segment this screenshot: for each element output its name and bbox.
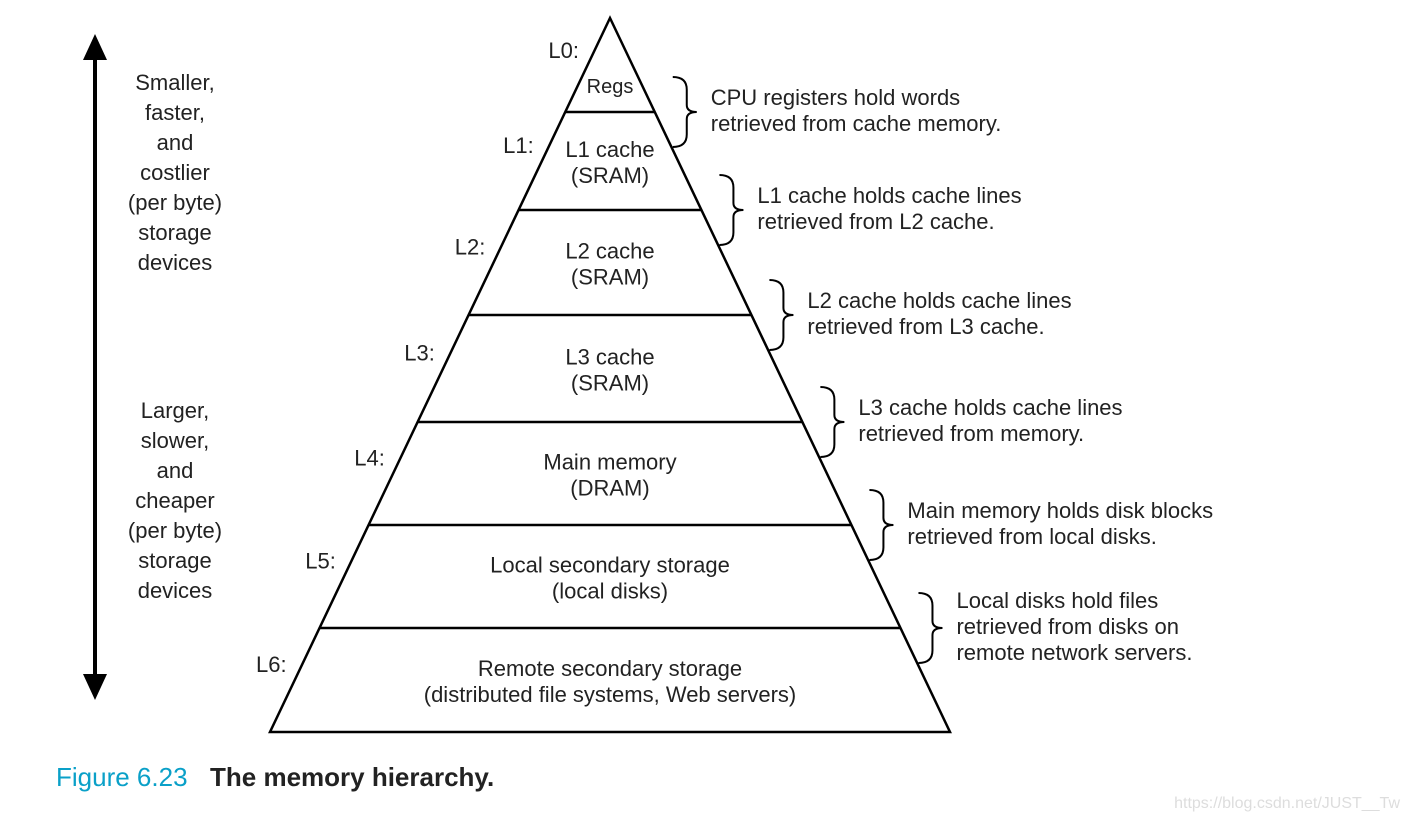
level-name-line1: L3 cache bbox=[565, 345, 654, 370]
side-arrow: Smaller, faster, and costlier (per byte) stor… bbox=[83, 34, 222, 700]
level-label: L5: bbox=[305, 549, 336, 574]
curly-brace-icon bbox=[820, 387, 844, 457]
level-label: L2: bbox=[455, 235, 486, 260]
pyramid-level-labels: L0: L1: L2: L3: L4: L5: L6: bbox=[256, 38, 579, 677]
level-description-line: retrieved from L3 cache. bbox=[807, 314, 1044, 339]
figure-number: Figure 6.23 bbox=[56, 762, 188, 792]
level-name-line1: Main memory bbox=[543, 450, 676, 475]
memory-hierarchy-diagram: L0:L1:L2:L3:L4:L5:L6: RegsL1 cache(SRAM)… bbox=[0, 0, 1408, 816]
level-name-line1: Local secondary storage bbox=[490, 553, 730, 578]
level-description-line: retrieved from disks on bbox=[956, 614, 1179, 639]
side-note-bottom-line: devices bbox=[138, 578, 213, 603]
level-description-line: Local disks hold files bbox=[956, 588, 1158, 613]
level-label: L0: bbox=[548, 38, 579, 63]
curly-brace-icon bbox=[719, 175, 743, 245]
level-name-line2: (distributed file systems, Web servers) bbox=[424, 682, 796, 707]
level-description-line: CPU registers hold words bbox=[711, 85, 960, 110]
side-note-bottom-line: storage bbox=[138, 548, 211, 573]
level-name-line2: (SRAM) bbox=[571, 265, 649, 290]
curly-brace-icon bbox=[673, 77, 697, 147]
curly-brace-icon bbox=[918, 593, 942, 663]
level-name-line1: L2 cache bbox=[565, 239, 654, 264]
level-description-line: Main memory holds disk blocks bbox=[907, 498, 1213, 523]
side-note-bottom-line: slower, bbox=[141, 428, 209, 453]
level-name-line1: Regs bbox=[587, 76, 634, 98]
level-name-line2: (SRAM) bbox=[571, 371, 649, 396]
level-name-line2: (local disks) bbox=[552, 579, 668, 604]
level-description-line: retrieved from L2 cache. bbox=[757, 209, 994, 234]
side-note-top-line: faster, bbox=[145, 100, 205, 125]
side-note-top-line: devices bbox=[138, 250, 213, 275]
side-note-top-line: costlier bbox=[140, 160, 210, 185]
curly-brace-icon bbox=[869, 490, 893, 560]
level-label: L6: bbox=[256, 652, 287, 677]
arrow-down-icon bbox=[83, 674, 107, 700]
level-name-line1: L1 cache bbox=[565, 137, 654, 162]
level-description-line: L3 cache holds cache lines bbox=[858, 395, 1122, 420]
pyramid-level-names: RegsL1 cache(SRAM)L2 cache(SRAM)L3 cache… bbox=[424, 76, 796, 707]
side-note-top-line: (per byte) bbox=[128, 190, 222, 215]
level-label: L3: bbox=[404, 341, 435, 366]
side-note-top-line: storage bbox=[138, 220, 211, 245]
figure-caption: Figure 6.23 The memory hierarchy. bbox=[56, 762, 494, 792]
level-name-line2: (SRAM) bbox=[571, 163, 649, 188]
side-note-bottom-line: (per byte) bbox=[128, 518, 222, 543]
side-note-bottom-line: and bbox=[157, 458, 194, 483]
watermark-text: https://blog.csdn.net/JUST__Tw bbox=[1174, 795, 1400, 812]
side-note-bottom-line: cheaper bbox=[135, 488, 215, 513]
level-name-line2: (DRAM) bbox=[570, 476, 649, 501]
level-description-line: retrieved from local disks. bbox=[907, 524, 1156, 549]
right-annotations: CPU registers hold wordsretrieved from c… bbox=[673, 77, 1213, 665]
level-description-line: L1 cache holds cache lines bbox=[757, 183, 1021, 208]
figure-title: The memory hierarchy. bbox=[210, 762, 494, 792]
side-note-top-line: Smaller, bbox=[135, 70, 214, 95]
level-name-line1: Remote secondary storage bbox=[478, 656, 742, 681]
level-label: L1: bbox=[503, 133, 534, 158]
level-description-line: L2 cache holds cache lines bbox=[807, 288, 1071, 313]
side-note-top-line: and bbox=[157, 130, 194, 155]
side-note-bottom-line: Larger, bbox=[141, 398, 210, 423]
level-description-line: retrieved from memory. bbox=[858, 421, 1084, 446]
level-label: L4: bbox=[354, 446, 385, 471]
level-description-line: retrieved from cache memory. bbox=[711, 111, 1002, 136]
curly-brace-icon bbox=[769, 280, 793, 350]
arrow-up-icon bbox=[83, 34, 107, 60]
level-description-line: remote network servers. bbox=[956, 640, 1192, 665]
